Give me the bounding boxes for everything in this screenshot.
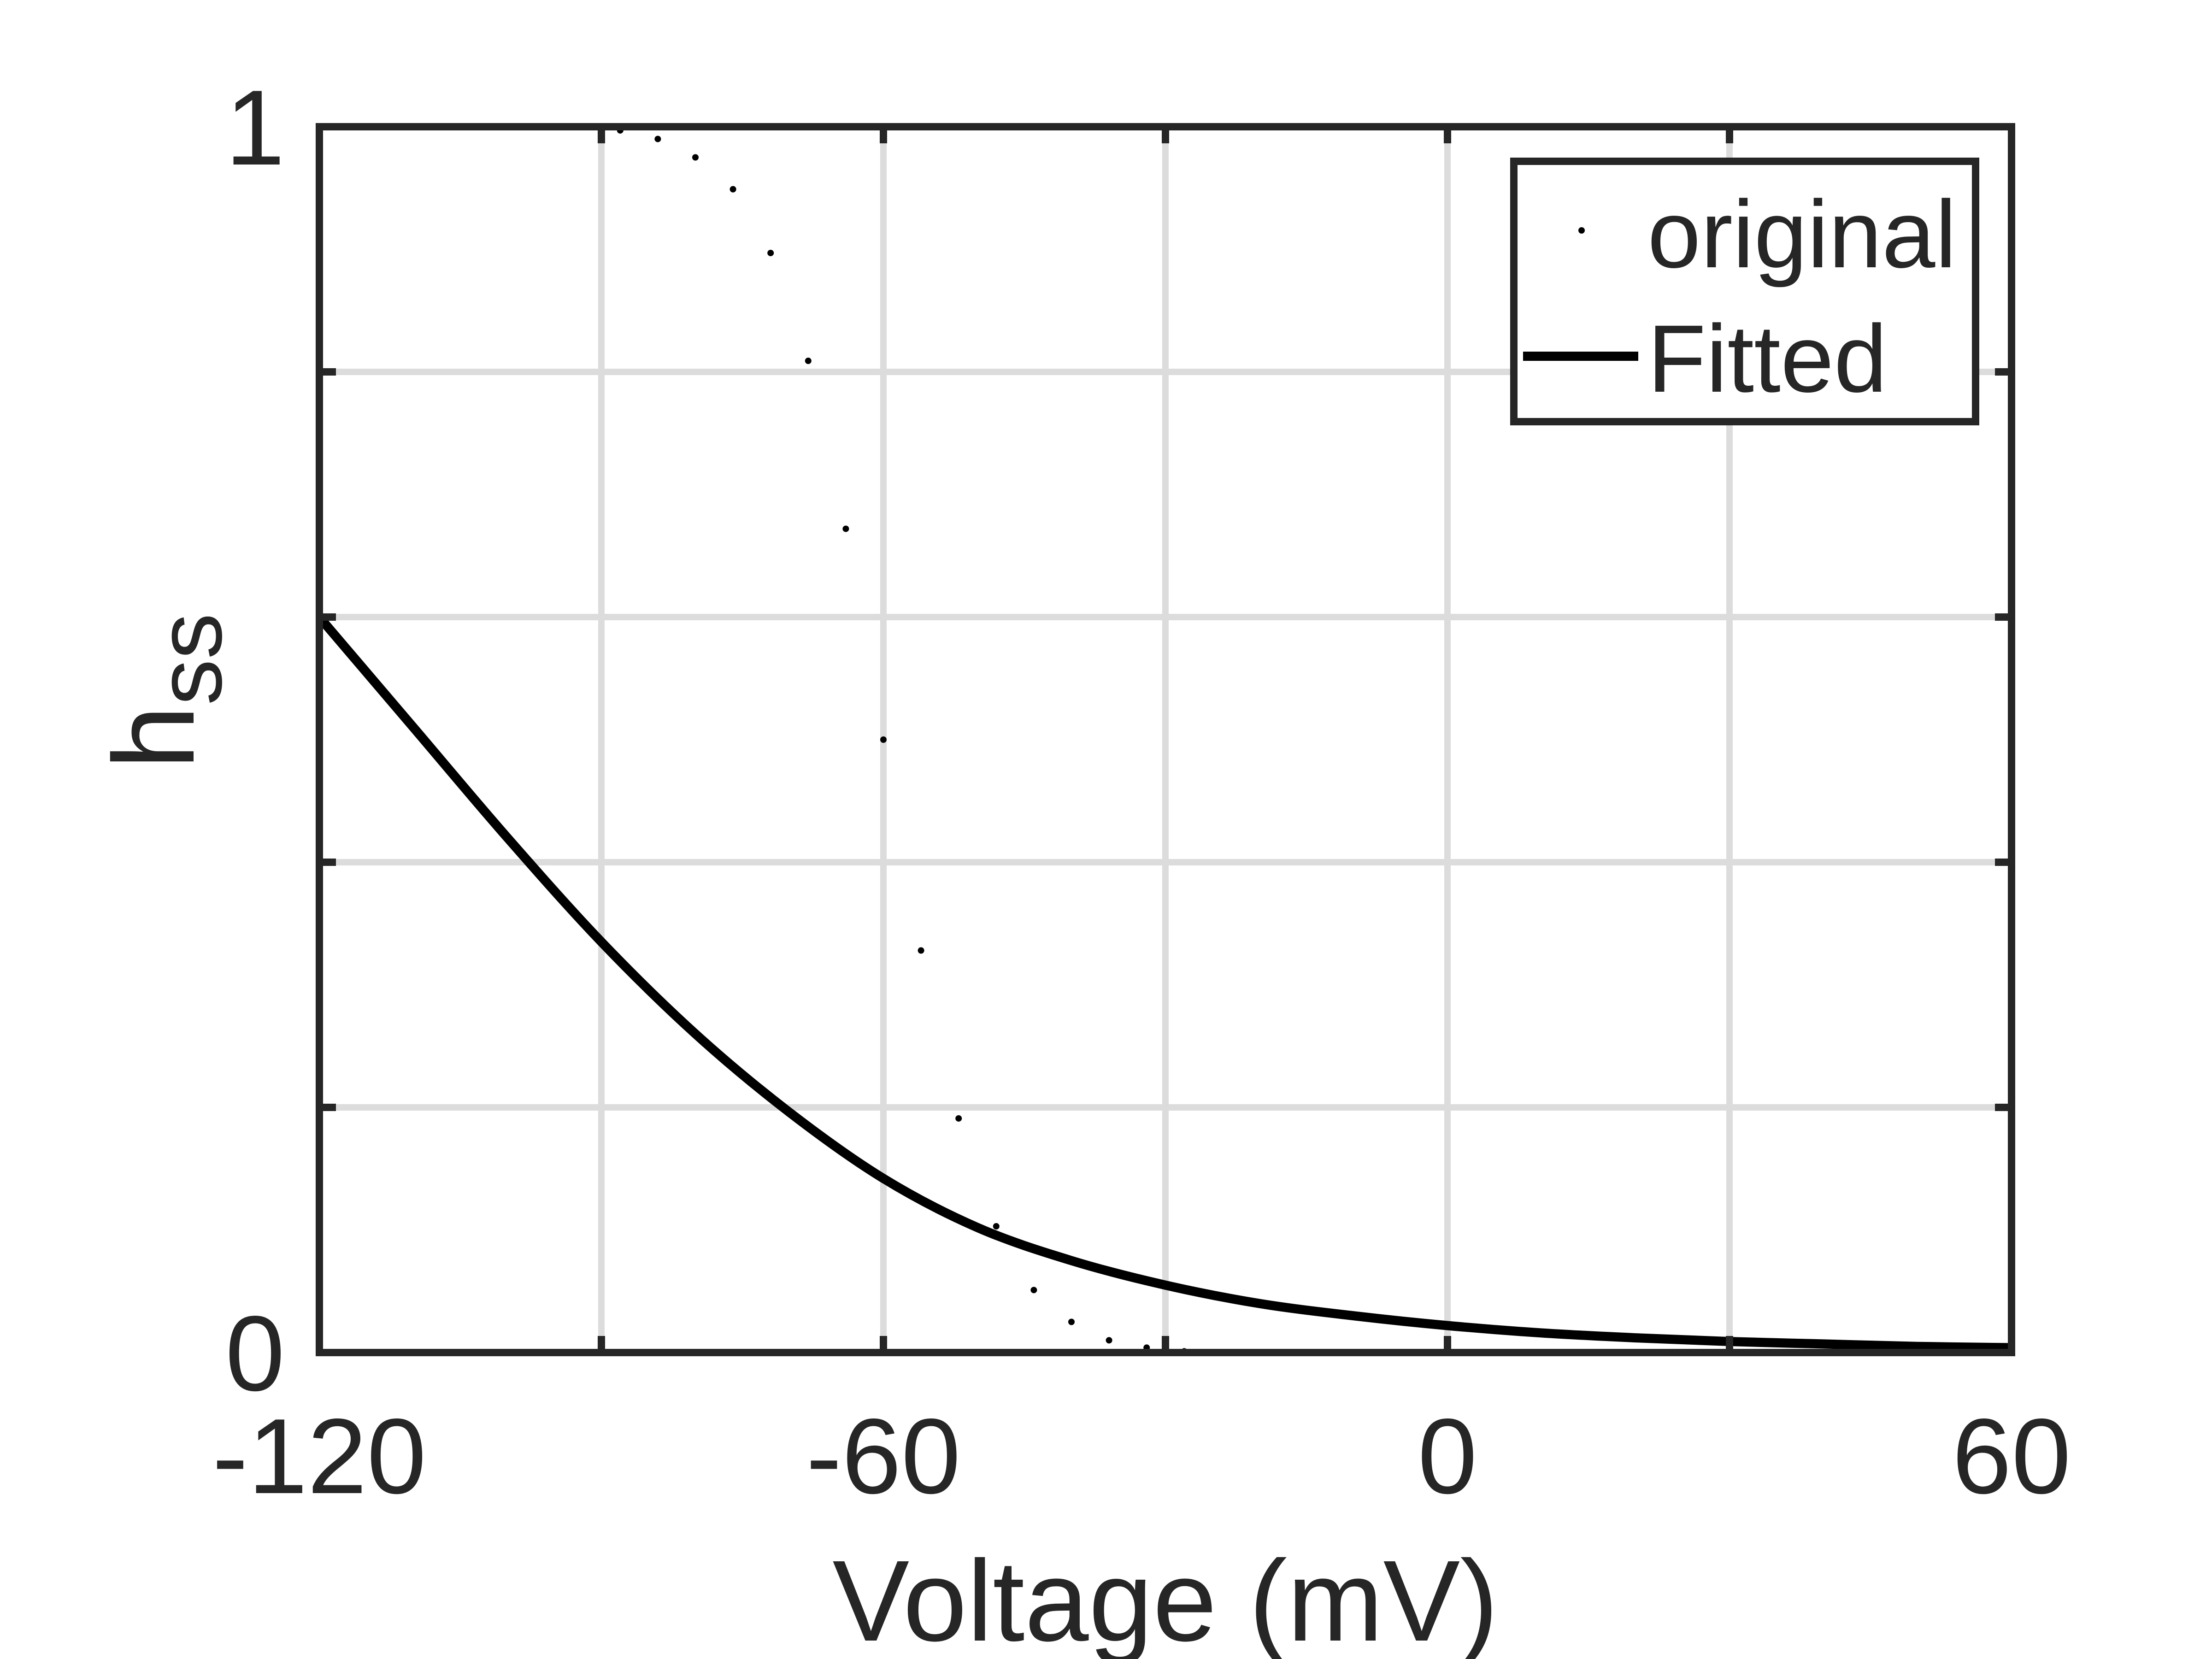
original-point	[955, 1115, 962, 1122]
y-axis-label-subscript: ss	[138, 613, 241, 705]
legend-label-fitted: Fitted	[1647, 306, 1887, 412]
legend-marker-original	[1578, 227, 1585, 234]
x-tick-label: -120	[212, 1397, 426, 1516]
original-point	[729, 186, 736, 193]
original-point	[1106, 1337, 1112, 1344]
y-tick-labels: 01	[225, 68, 285, 1413]
y-tick-label: 0	[225, 1294, 285, 1413]
x-tick-label: 60	[1952, 1397, 2071, 1516]
original-point	[1030, 1287, 1037, 1294]
original-point	[767, 249, 774, 256]
original-point	[692, 154, 699, 161]
legend-label-original: original	[1647, 181, 1957, 288]
y-tick-label: 1	[225, 68, 285, 188]
x-axis-label: Voltage (mV)	[832, 1536, 1498, 1659]
legend-box	[1510, 158, 1979, 425]
original-point	[993, 1223, 1000, 1230]
x-tick-labels: -120 -60 0 60	[212, 1397, 2071, 1516]
y-axis-label: hss	[89, 613, 241, 769]
original-point	[842, 525, 849, 532]
legend: original Fitted	[1510, 158, 1979, 425]
ticks	[316, 123, 2015, 1356]
original-point	[1068, 1318, 1075, 1325]
series-fitted	[316, 614, 2012, 1353]
original-point	[880, 736, 887, 743]
x-tick-label: -60	[806, 1397, 960, 1516]
x-tick-label: 0	[1418, 1397, 1477, 1516]
y-axis-label-main: h	[89, 705, 218, 769]
original-point	[805, 358, 812, 365]
original-point	[918, 947, 924, 954]
fitted-line	[316, 614, 2012, 1353]
original-point	[654, 135, 661, 142]
